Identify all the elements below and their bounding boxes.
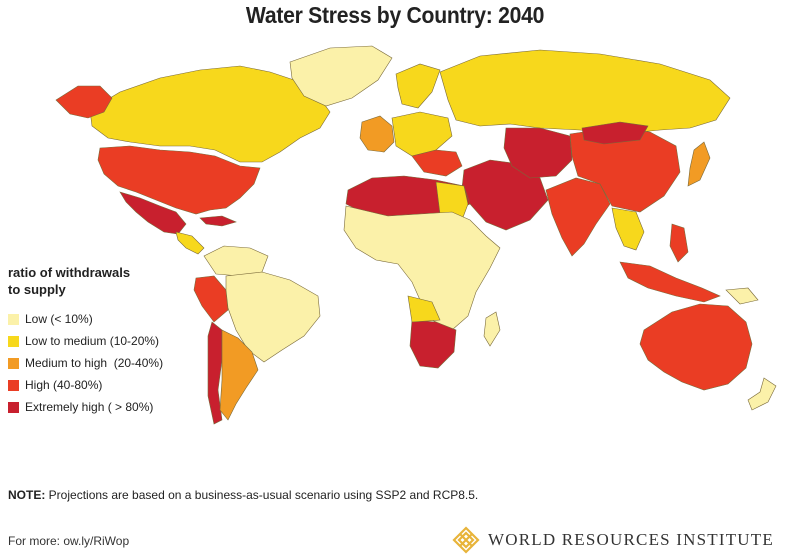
world-map-svg: [55, 45, 777, 425]
region-mongolia: [581, 121, 649, 145]
legend-label-high: High (40-80%): [25, 378, 103, 392]
note-label: NOTE:: [8, 488, 46, 502]
region-western-europe: [359, 115, 395, 153]
wri-lattice-icon: [452, 526, 480, 554]
region-southeast-europe: [411, 149, 463, 177]
legend-title-line1: ratio of withdrawals: [8, 265, 131, 280]
legend-item-low-to-medium: Low to medium (10-20%): [8, 330, 208, 352]
region-greenland: [289, 45, 393, 107]
region-central-america: [175, 231, 205, 255]
wri-logo-text: WORLD RESOURCES INSTITUTE: [488, 530, 774, 549]
legend-swatch-medium-to-high: [8, 357, 19, 369]
map-title: Water Stress by Country: 2040: [245, 2, 545, 28]
legend-swatch-high: [8, 379, 19, 391]
legend-item-low: Low (< 10%): [8, 308, 208, 330]
region-central-asia: [503, 127, 573, 179]
legend-item-medium-to-high: Medium to high (20-40%): [8, 352, 208, 374]
region-sub-saharan-africa: [343, 205, 501, 331]
region-south-asia: [545, 177, 611, 257]
region-philippines: [669, 223, 689, 263]
note-text: Projections are based on a business-as-u…: [45, 488, 479, 502]
region-madagascar: [483, 311, 501, 347]
legend-label-medium-to-high: Medium to high (20-40%): [25, 356, 164, 370]
region-canada: [89, 65, 331, 163]
region-central-europe: [391, 111, 453, 157]
wri-logo: WORLD RESOURCES INSTITUTE: [452, 526, 774, 554]
legend-label-low: Low (< 10%): [25, 312, 93, 326]
region-japan: [687, 141, 711, 187]
region-angola-zambia: [407, 295, 441, 323]
world-map: [0, 30, 790, 470]
region-indonesia: [619, 261, 721, 303]
legend-swatch-extremely-high: [8, 401, 19, 413]
legend-title: ratio of withdrawals to supply: [8, 264, 208, 298]
legend-item-high: High (40-80%): [8, 374, 208, 396]
region-argentina: [219, 329, 259, 421]
note: NOTE: Projections are based on a busines…: [8, 488, 478, 502]
region-new-zealand: [747, 377, 777, 411]
legend-label-low-to-medium: Low to medium (10-20%): [25, 334, 160, 348]
legend-label-extremely-high: Extremely high ( > 80%): [25, 400, 154, 414]
region-scandinavia: [395, 63, 441, 109]
legend-item-extremely-high: Extremely high ( > 80%): [8, 396, 208, 418]
legend-title-line2: to supply: [8, 282, 66, 297]
legend: ratio of withdrawals to supply Low (< 10…: [8, 264, 208, 418]
region-southern-africa: [409, 319, 457, 369]
legend-swatch-low: [8, 313, 19, 325]
more-info-link[interactable]: For more: ow.ly/RiWop: [8, 534, 130, 548]
region-usa: [97, 145, 261, 215]
region-egypt: [435, 181, 469, 221]
region-northern-south-america: [203, 245, 269, 277]
region-alaska: [55, 85, 113, 119]
region-papua-new-guinea: [725, 287, 759, 305]
region-caribbean: [199, 215, 237, 227]
region-australia: [639, 303, 753, 391]
legend-swatch-low-to-medium: [8, 335, 19, 347]
region-brazil: [225, 271, 321, 363]
region-russia: [439, 49, 731, 135]
region-peru: [193, 275, 229, 323]
region-southeast-asia: [611, 207, 645, 251]
